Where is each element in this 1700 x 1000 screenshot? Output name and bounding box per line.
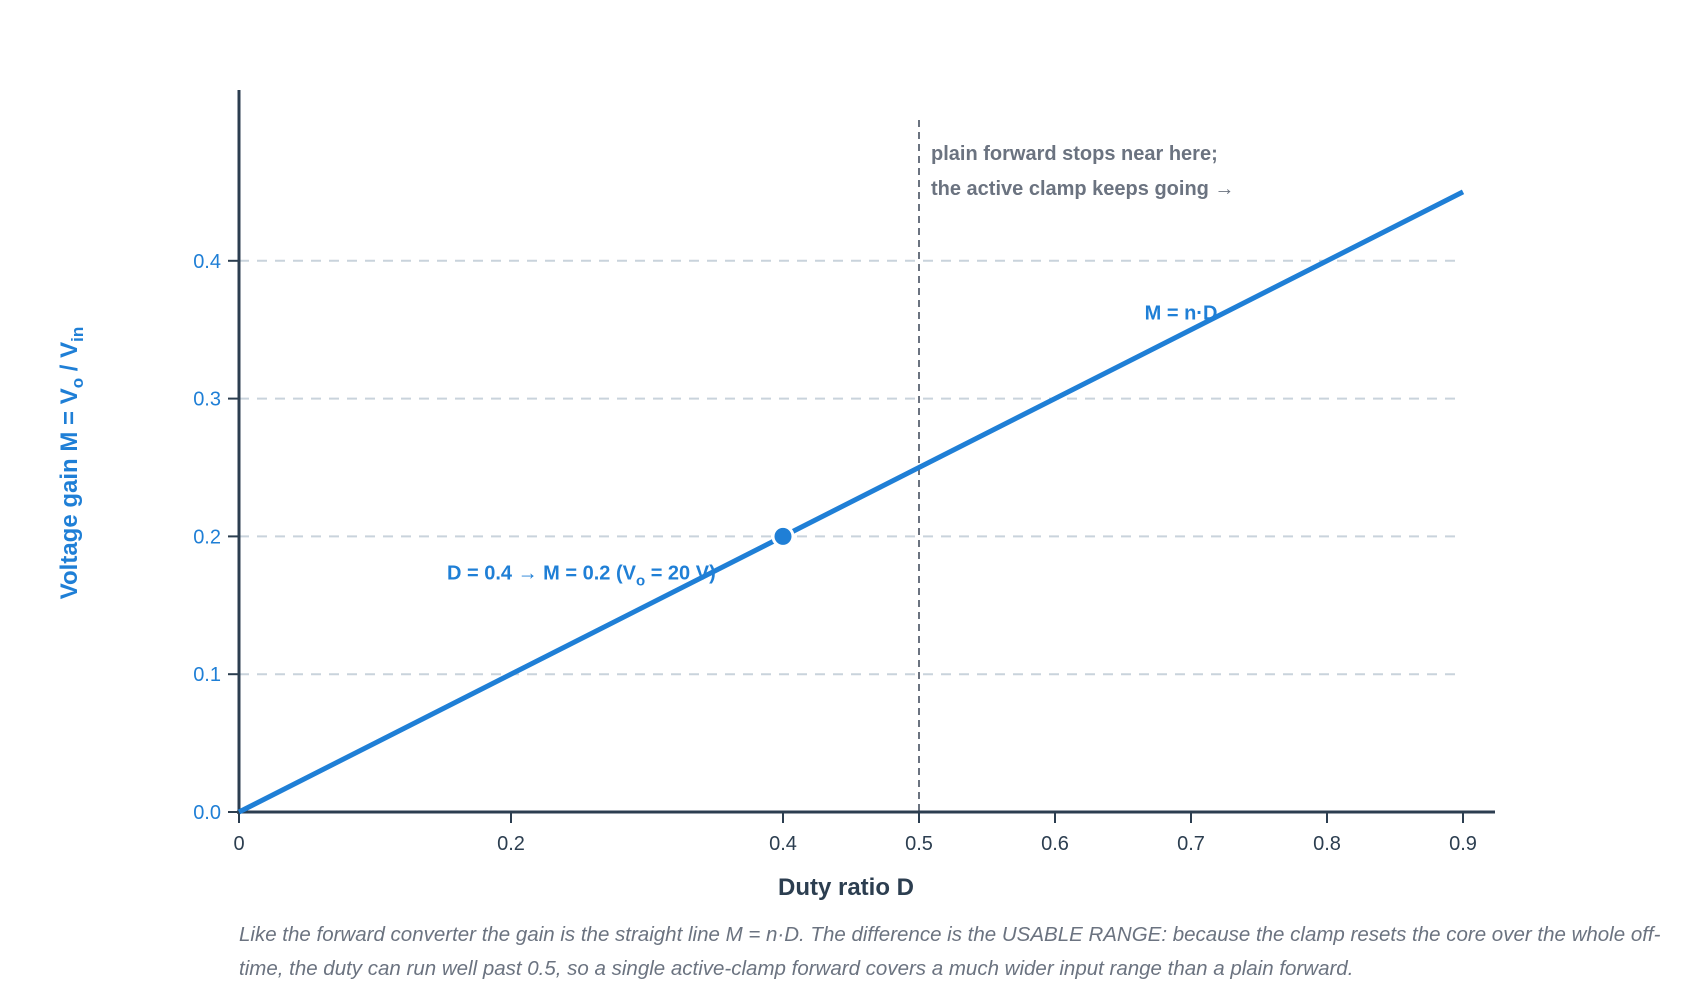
x-tick-label: 0.6 — [1041, 833, 1069, 855]
series-group: M = n·D D = 0.4 → M = 0.2 (Vo = 20 V) — [237, 189, 1465, 815]
y-label-sub-in: in — [68, 327, 87, 342]
highlight-point — [771, 524, 795, 548]
series-label: M = n·D — [1145, 303, 1218, 325]
highlight-label-sub: o — [636, 572, 645, 589]
x-tick-label: 0.4 — [769, 833, 797, 855]
x-tick-label: 0.9 — [1449, 833, 1477, 855]
highlight-label-post: = 20 V) — [645, 562, 716, 584]
x-tick-label: 0 — [233, 833, 244, 855]
y-label-sub-o: o — [68, 378, 87, 388]
x-ticks: 0 0.2 0.4 0.5 0.6 0.7 0.8 0.9 — [233, 812, 1477, 855]
gain-chart: plain forward stops near here; the activ… — [56, 90, 1495, 900]
y-tick-label: 0.4 — [193, 251, 221, 273]
x-tick-label: 0.8 — [1313, 833, 1341, 855]
x-tick-label: 0.7 — [1177, 833, 1205, 855]
marker-note-line-1: plain forward stops near here; — [931, 143, 1218, 165]
y-label-mid: / V — [56, 342, 83, 378]
y-ticks: 0.0 0.1 0.2 0.3 0.4 — [193, 251, 239, 824]
marker-note-line-2: the active clamp keeps going → — [931, 178, 1234, 200]
y-axis-label: Voltage gain M = Vo / Vin — [56, 327, 87, 599]
x-axis-label: Duty ratio D — [778, 874, 914, 900]
y-tick-label: 0.0 — [193, 802, 221, 824]
grid-lines — [239, 259, 1463, 676]
y-tick-label: 0.2 — [193, 526, 221, 548]
axes — [237, 90, 1495, 814]
highlight-point-label: D = 0.4 → M = 0.2 (Vo = 20 V) — [447, 562, 716, 589]
y-tick-label: 0.3 — [193, 389, 221, 411]
y-label-pre: Voltage gain M = V — [56, 388, 83, 599]
highlight-label-pre: D = 0.4 → M = 0.2 (V — [447, 562, 637, 584]
vertical-marker-group: plain forward stops near here; the activ… — [918, 120, 1234, 812]
x-tick-label: 0.2 — [497, 833, 525, 855]
x-tick-label: 0.5 — [905, 833, 933, 855]
y-tick-label: 0.1 — [193, 664, 221, 686]
series-line-gain — [237, 189, 1465, 815]
chart-caption: Like the forward converter the gain is t… — [239, 923, 1661, 980]
